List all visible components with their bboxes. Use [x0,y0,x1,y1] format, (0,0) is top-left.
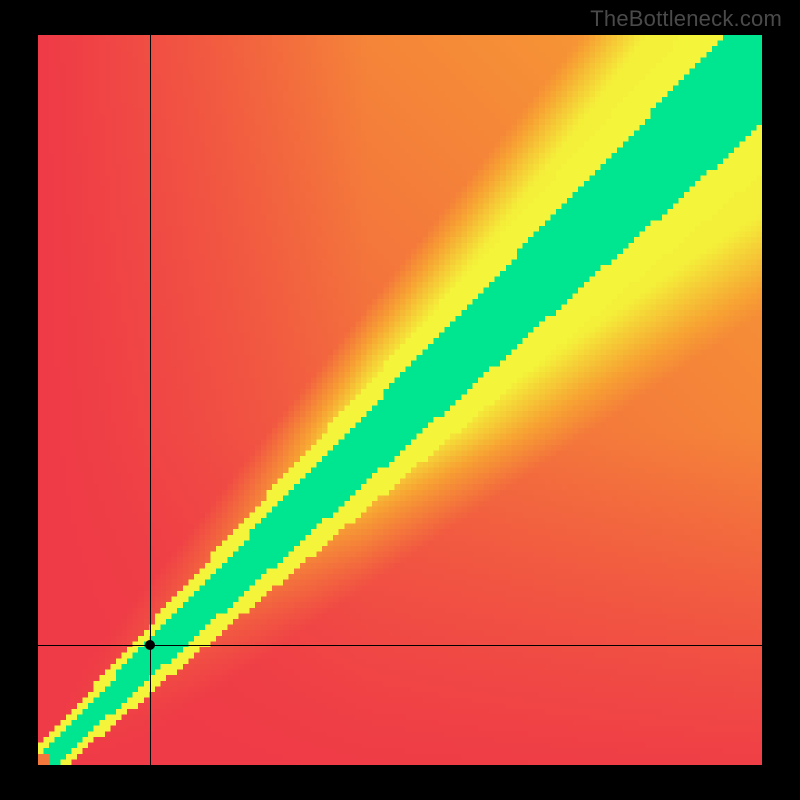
crosshair-vertical [150,35,151,765]
heatmap-plot [38,35,762,765]
data-point-marker [145,640,155,650]
heatmap-canvas [38,35,762,765]
watermark-text: TheBottleneck.com [590,6,782,32]
